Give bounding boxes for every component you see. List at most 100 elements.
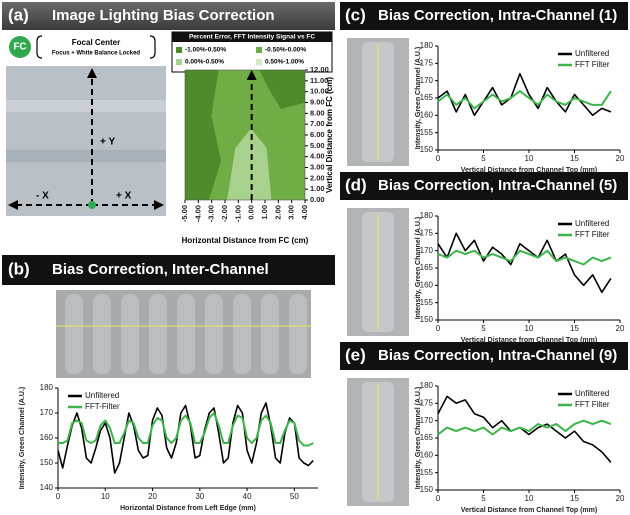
y-tick-label: 180 bbox=[420, 211, 434, 220]
legend-label: FFT Filter bbox=[575, 230, 610, 239]
x-tick-label: 10 bbox=[525, 324, 534, 333]
x-tick-label: 5 bbox=[481, 154, 486, 163]
y-tick-label: 170 bbox=[420, 76, 434, 85]
y-tick-label: 0.00 bbox=[310, 195, 325, 204]
y-tick-label: 175 bbox=[420, 228, 434, 237]
y-axis-label: Intensity, Green Channel (A.U.) bbox=[415, 47, 422, 150]
legend-swatch bbox=[256, 47, 262, 53]
channel bbox=[65, 294, 83, 374]
legend-label: FFT Filter bbox=[575, 60, 610, 69]
legend-label: Unfiltered bbox=[85, 391, 119, 400]
y-tick-label: 180 bbox=[420, 41, 434, 50]
y-axis-label: Intensity, Green Channel (A.U.) bbox=[415, 387, 422, 490]
x-tick-label: -1.00 bbox=[233, 205, 242, 222]
x-tick-label: 20 bbox=[616, 324, 625, 333]
fc-badge-text: FC bbox=[13, 42, 26, 53]
y-tick-label: 7.00 bbox=[310, 119, 325, 128]
y-tick-label: 160 bbox=[420, 280, 434, 289]
y-tick-label: 180 bbox=[420, 381, 434, 390]
panel-title: Image Lighting Bias Correction bbox=[52, 7, 275, 24]
x-tick-label: 2.00 bbox=[273, 205, 282, 220]
channel bbox=[261, 294, 279, 374]
header-bar bbox=[340, 342, 628, 370]
x-tick-label: 15 bbox=[570, 324, 579, 333]
y-tick-label: 180 bbox=[40, 383, 54, 392]
y-tick-label: 3.00 bbox=[310, 162, 325, 171]
x-tick-label: 50 bbox=[290, 492, 299, 501]
panel-label: (a) bbox=[8, 5, 29, 24]
legend-label: -0.50%-0.00% bbox=[265, 47, 306, 54]
channel bbox=[205, 294, 223, 374]
x-tick-label: -4.00 bbox=[193, 205, 202, 222]
y-tick-label: 1.00 bbox=[310, 184, 325, 193]
panel-label: (d) bbox=[345, 175, 367, 194]
y-tick-label: 11.00 bbox=[310, 76, 328, 85]
x-tick-label: 0 bbox=[436, 154, 441, 163]
x-tick-label: 1.00 bbox=[260, 205, 269, 220]
y-tick-label: 165 bbox=[420, 93, 434, 102]
x-tick-label: 10 bbox=[101, 492, 110, 501]
x-tick-label: 15 bbox=[570, 154, 579, 163]
header-bar bbox=[2, 255, 335, 285]
x-tick-label: 15 bbox=[570, 494, 579, 503]
series-line bbox=[437, 232, 612, 294]
legend-label: Unfiltered bbox=[575, 219, 609, 228]
panel-label: (b) bbox=[8, 259, 30, 278]
bracket bbox=[36, 35, 43, 59]
x-axis-label: Horizontal Distance from FC (cm) bbox=[182, 236, 309, 245]
axis-text: - X bbox=[36, 191, 49, 202]
channel bbox=[289, 294, 307, 374]
channel bbox=[93, 294, 111, 374]
x-tick-label: 20 bbox=[148, 492, 157, 501]
y-axis-label: Intensity, Green Channel (A.U.) bbox=[19, 387, 26, 490]
y-tick-label: 160 bbox=[40, 433, 54, 442]
x-tick-label: 4.00 bbox=[300, 205, 309, 220]
x-tick-label: 0 bbox=[436, 494, 441, 503]
legend-label: FFT Filter bbox=[575, 400, 610, 409]
channel bbox=[233, 294, 251, 374]
legend-label: 0.00%-0.50% bbox=[185, 59, 224, 66]
x-tick-label: 30 bbox=[195, 492, 204, 501]
series-line bbox=[437, 249, 612, 266]
y-tick-label: 9.00 bbox=[310, 97, 325, 106]
legend-swatch bbox=[176, 59, 182, 65]
y-tick-label: 150 bbox=[40, 458, 54, 467]
y-tick-label: 10.00 bbox=[310, 87, 329, 96]
legend-label: Unfiltered bbox=[575, 389, 609, 398]
y-tick-label: 150 bbox=[420, 485, 434, 494]
x-tick-label: -3.00 bbox=[207, 205, 216, 222]
contour-region bbox=[227, 128, 272, 200]
x-tick-label: 10 bbox=[525, 494, 534, 503]
x-tick-label: 20 bbox=[616, 494, 625, 503]
y-tick-label: 6.00 bbox=[310, 130, 325, 139]
series-line bbox=[58, 412, 314, 447]
header-bar bbox=[340, 2, 628, 30]
y-tick-label: 150 bbox=[420, 145, 434, 154]
photo bbox=[6, 66, 166, 216]
y-tick-label: 170 bbox=[420, 246, 434, 255]
fc-title: Focal Center bbox=[72, 38, 120, 47]
panel-label: (e) bbox=[345, 345, 366, 364]
panel-title: Bias Correction, Intra-Channel (5) bbox=[378, 177, 617, 194]
header-bar bbox=[2, 2, 335, 30]
y-tick-label: 150 bbox=[420, 315, 434, 324]
y-tick-label: 12.00 bbox=[310, 65, 329, 74]
photo-band bbox=[6, 150, 166, 162]
y-tick-label: 155 bbox=[420, 128, 434, 137]
x-axis-label: Horizontal Distance from Left Edge (mm) bbox=[120, 505, 256, 512]
legend-label: Unfiltered bbox=[575, 49, 609, 58]
y-tick-label: 170 bbox=[40, 408, 54, 417]
legend-label: FFT-Filter bbox=[85, 402, 120, 411]
series-line bbox=[437, 72, 612, 117]
contour-region bbox=[259, 70, 305, 109]
channel bbox=[177, 294, 195, 374]
legend-label: 0.50%-1.00% bbox=[265, 59, 304, 66]
panel-title: Bias Correction, Inter-Channel bbox=[52, 261, 269, 278]
y-tick-label: 4.00 bbox=[310, 152, 325, 161]
y-tick-label: 2.00 bbox=[310, 173, 325, 182]
x-tick-label: 0 bbox=[436, 324, 441, 333]
x-tick-label: 5 bbox=[481, 324, 486, 333]
focal-point bbox=[88, 201, 96, 209]
legend-label: -1.00%-0.50% bbox=[185, 47, 226, 54]
